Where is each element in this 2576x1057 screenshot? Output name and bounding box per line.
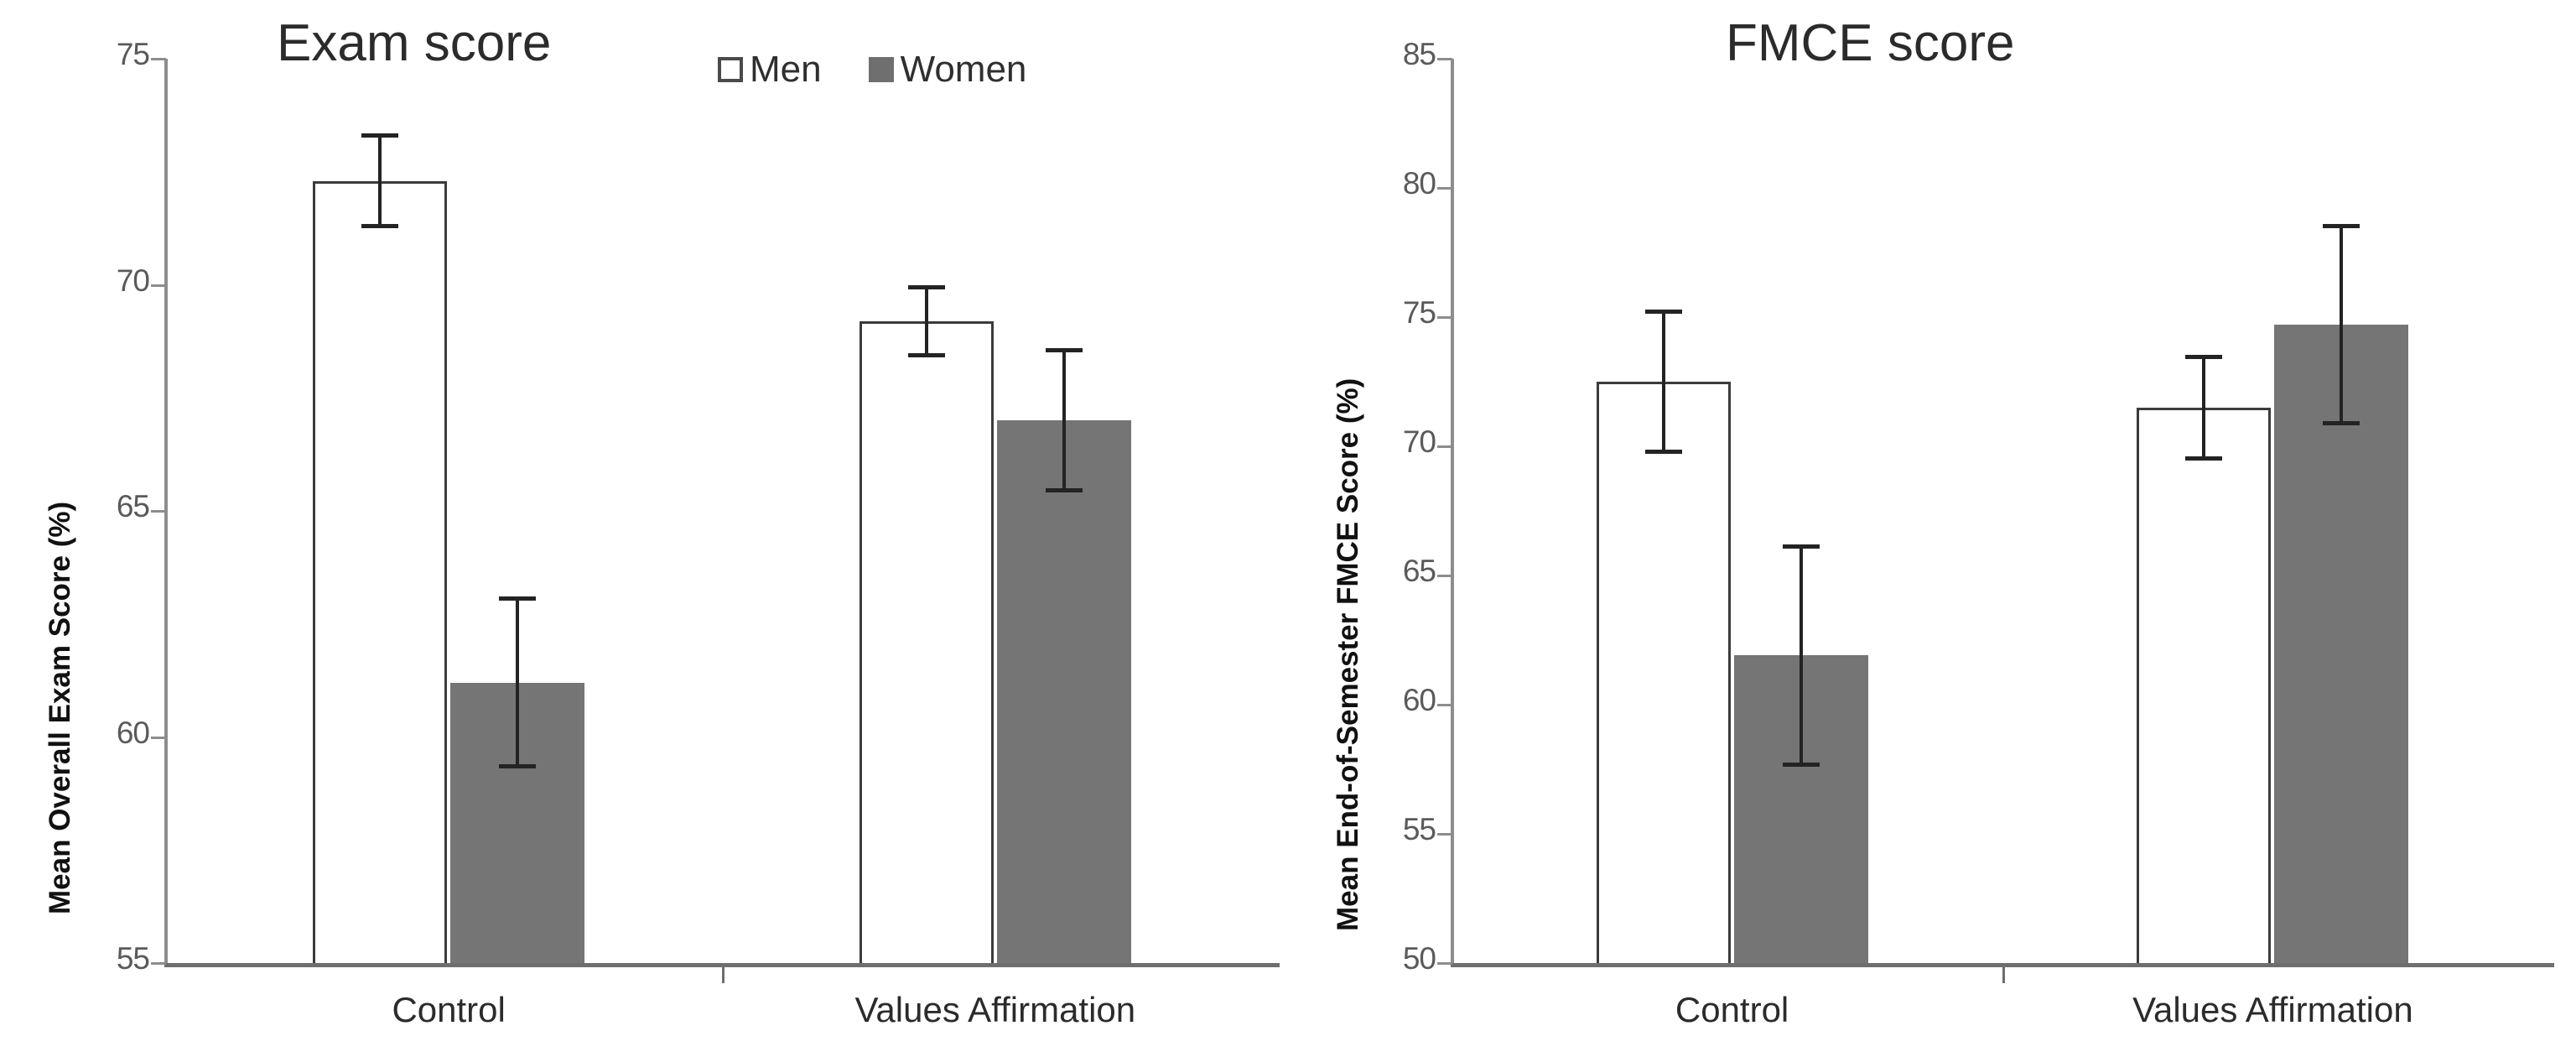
y-axis-tick xyxy=(1437,187,1452,190)
error-bar-cap-bottom xyxy=(1782,762,1820,767)
error-bar-stem xyxy=(2202,354,2206,461)
bar-men xyxy=(1596,382,1731,963)
bar-women xyxy=(2274,325,2409,963)
error-bar-cap-top xyxy=(499,596,537,601)
plot-area-exam-score xyxy=(151,58,1280,983)
y-axis-tick-label: 55 xyxy=(116,941,150,976)
error-bar-cap-bottom xyxy=(499,764,537,769)
y-axis-tick xyxy=(1437,58,1452,60)
y-axis-tick-label: 75 xyxy=(116,37,150,71)
error-bar-cap-top xyxy=(1045,347,1083,352)
error-bar-stem xyxy=(2340,224,2344,426)
error-bar xyxy=(2179,354,2229,461)
legend-swatch-men-icon xyxy=(718,57,743,82)
legend-label-men: Men xyxy=(750,49,822,90)
y-axis-tick xyxy=(151,58,166,60)
y-axis-tick-label: 70 xyxy=(116,263,150,298)
error-bar xyxy=(355,133,405,229)
error-bar-stem xyxy=(924,284,928,357)
y-axis-tick xyxy=(151,962,166,965)
error-bar xyxy=(1639,309,1689,455)
y-axis-tick xyxy=(1437,962,1452,965)
error-bar-stem xyxy=(516,596,520,769)
y-axis-tick xyxy=(1437,575,1452,577)
error-bar-cap-top xyxy=(2185,354,2223,359)
bar-men xyxy=(2137,407,2272,963)
y-axis-tick-label: 80 xyxy=(1402,166,1436,200)
legend-label-women: Women xyxy=(900,49,1027,90)
error-bar xyxy=(901,284,952,357)
error-bar-cap-top xyxy=(907,284,945,289)
y-axis-tick-label: 60 xyxy=(1402,683,1436,717)
legend: Men Women xyxy=(718,49,1026,91)
y-axis-tick xyxy=(1437,316,1452,319)
bar-men xyxy=(313,180,448,963)
y-axis-tick xyxy=(151,284,166,287)
y-axis-tick xyxy=(151,736,166,739)
y-axis-tick xyxy=(1437,704,1452,706)
category-label: Control xyxy=(392,990,506,1029)
bar-men xyxy=(859,320,994,963)
error-bar-cap-bottom xyxy=(1045,488,1083,493)
error-bar xyxy=(1776,544,1826,767)
legend-item-men: Men xyxy=(718,49,822,91)
legend-item-women: Women xyxy=(868,49,1027,91)
error-bar-stem xyxy=(1661,309,1665,455)
y-axis-tick-label: 85 xyxy=(1402,37,1436,71)
y-axis-tick-label: 55 xyxy=(1402,812,1436,846)
error-bar-cap-bottom xyxy=(1644,450,1682,455)
category-label: Values Affirmation xyxy=(854,990,1136,1029)
y-axis-line xyxy=(1451,59,1454,963)
error-bar-cap-bottom xyxy=(361,224,399,229)
error-bar-cap-bottom xyxy=(2185,456,2223,461)
error-bar xyxy=(492,596,543,769)
y-axis-line xyxy=(164,59,168,963)
error-bar-stem xyxy=(1799,544,1803,767)
y-axis-tick xyxy=(151,510,166,513)
error-bar xyxy=(2316,224,2366,426)
category-label: Control xyxy=(1675,990,1789,1029)
panel-title-exam-score: Exam score xyxy=(277,14,552,72)
error-bar-stem xyxy=(378,133,382,229)
y-axis-tick xyxy=(1437,833,1452,836)
panel-fmce-score: FMCE score Mean End-of-Semester FMCE Sco… xyxy=(1288,0,2576,1057)
error-bar-cap-top xyxy=(1644,309,1682,314)
bar-women xyxy=(996,420,1131,963)
error-bar-cap-bottom xyxy=(907,352,945,357)
x-axis-tick xyxy=(2002,963,2005,983)
panel-title-fmce-score: FMCE score xyxy=(1726,14,2015,72)
y-axis-tick-label: 50 xyxy=(1402,941,1436,976)
error-bar-stem xyxy=(1062,347,1066,493)
y-axis-tick xyxy=(1437,445,1452,448)
y-axis-tick-label: 75 xyxy=(1402,295,1436,330)
y-axis-tick-label: 65 xyxy=(116,489,150,523)
error-bar-cap-top xyxy=(2323,224,2360,229)
error-bar-cap-top xyxy=(1782,544,1820,549)
y-axis-tick-label: 60 xyxy=(116,715,150,750)
error-bar xyxy=(1039,347,1089,493)
panel-exam-score: Exam score Mean Overall Exam Score (%) M… xyxy=(44,14,1280,1029)
category-label: Values Affirmation xyxy=(2132,990,2413,1029)
y-axis-tick-label: 65 xyxy=(1402,554,1436,588)
plot-area-fmce-score xyxy=(1437,58,2554,983)
error-bar-cap-bottom xyxy=(2323,421,2360,426)
legend-swatch-women-icon xyxy=(868,57,894,82)
error-bar-cap-top xyxy=(361,133,399,138)
y-axis-tick-label: 70 xyxy=(1402,424,1436,459)
x-axis-tick xyxy=(722,963,724,983)
